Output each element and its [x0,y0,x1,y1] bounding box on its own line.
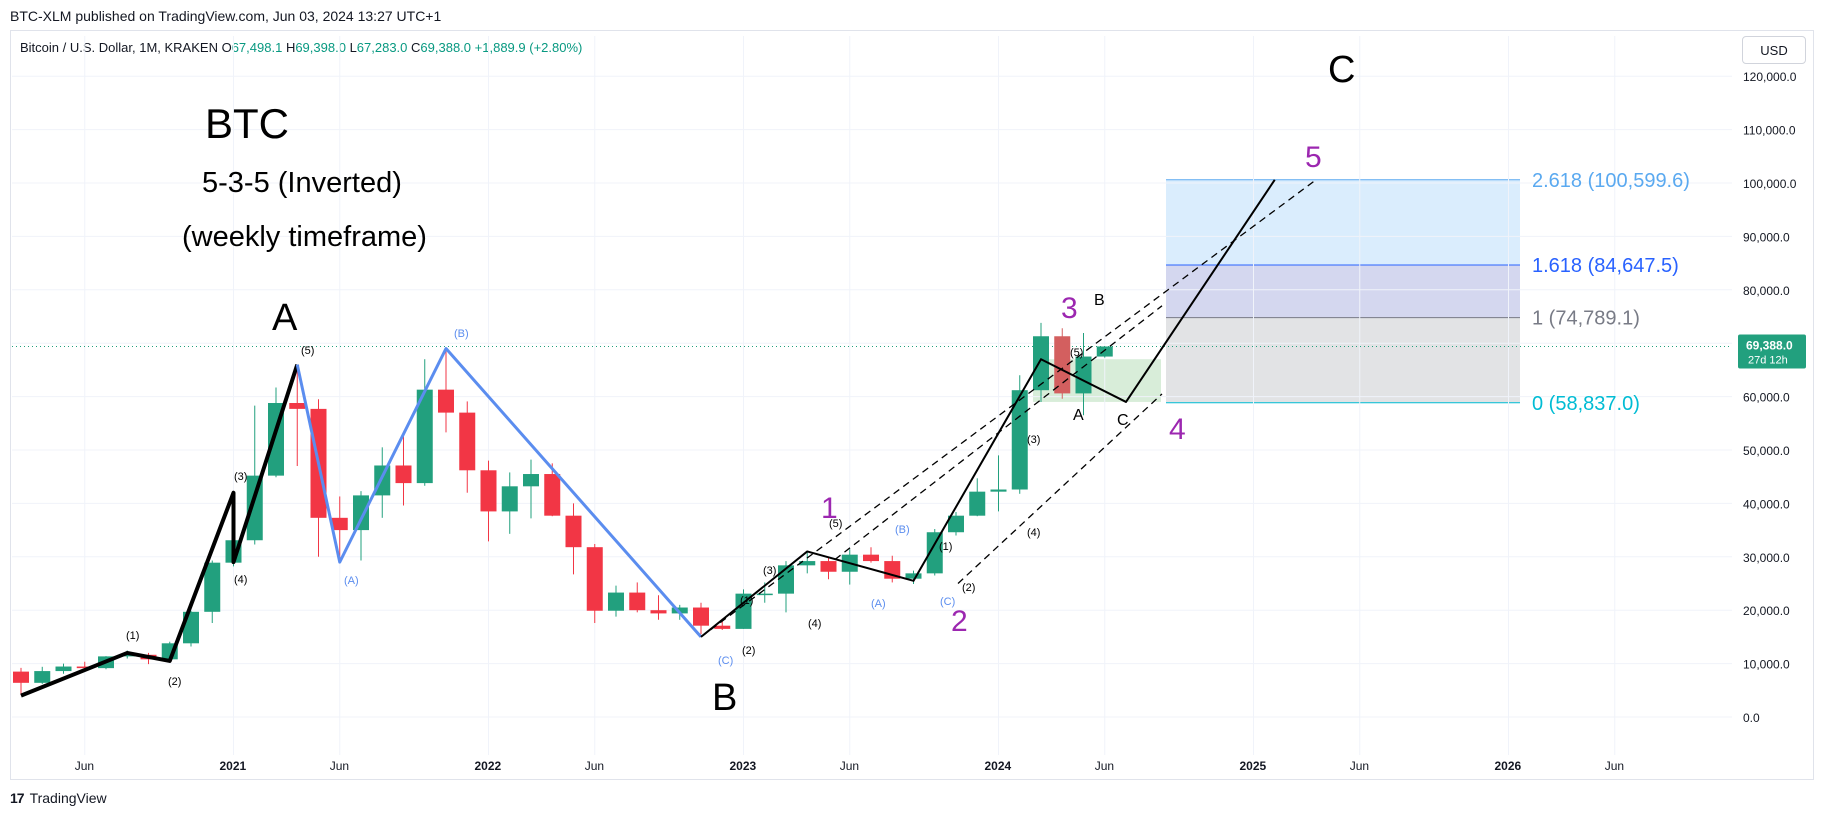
currency-button[interactable]: USD [1742,36,1806,64]
tradingview-logo-icon: 17 [10,790,25,806]
symbol-legend[interactable]: Bitcoin / U.S. Dollar, 1M, KRAKEN O67,49… [20,40,582,55]
open-value: 67,498.1 [231,40,283,55]
change-value: +1,889.9 (+2.80%) [474,40,583,55]
low-value: 67,283.0 [356,40,408,55]
close-label: C [411,40,421,55]
chart-frame [10,30,1814,780]
low-label: L [349,40,357,55]
tradingview-brand[interactable]: TradingView [29,790,107,806]
high-label: H [285,40,296,55]
open-label: O [221,40,232,55]
symbol-name: Bitcoin / U.S. Dollar, 1M, KRAKEN [20,40,218,55]
close-value: 69,388.0 [420,40,472,55]
high-value: 69,398.0 [295,40,346,55]
footer: 17 TradingView [10,790,107,806]
publisher-caption: BTC-XLM published on TradingView.com, Ju… [10,8,442,24]
